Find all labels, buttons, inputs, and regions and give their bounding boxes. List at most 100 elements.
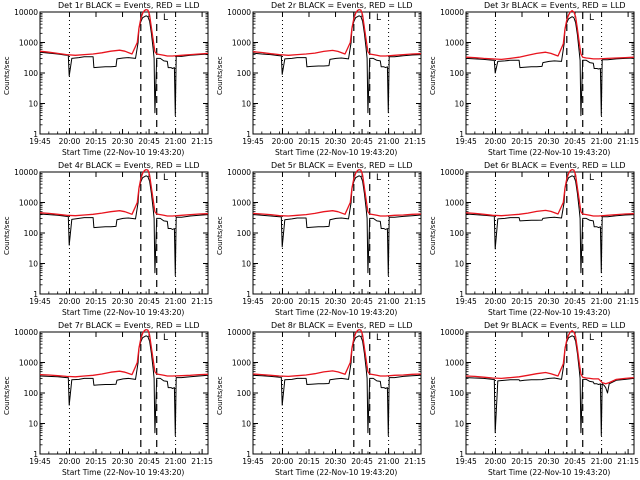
y-tick-label: 1000 bbox=[445, 359, 464, 368]
x-tick-label: 20:45 bbox=[138, 297, 160, 306]
y-tick-label: 10 bbox=[454, 260, 464, 269]
x-tick-label: 20:00 bbox=[485, 457, 507, 466]
x-tick-label: 20:45 bbox=[564, 457, 586, 466]
events-series-line bbox=[252, 175, 422, 277]
y-tick-label: 10 bbox=[241, 260, 251, 269]
x-tick-label: 20:15 bbox=[85, 137, 107, 146]
x-tick-label: 21:15 bbox=[191, 457, 213, 466]
events-series-line bbox=[465, 335, 635, 437]
x-tick-label: 19:45 bbox=[455, 457, 477, 466]
x-tick-label: 19:45 bbox=[29, 457, 51, 466]
y-tick-label: 1000 bbox=[232, 199, 251, 208]
panel-title: Det 5r BLACK = Events, RED = LLD bbox=[271, 161, 413, 170]
x-tick-label: 21:15 bbox=[404, 137, 426, 146]
x-tick-label: 21:00 bbox=[378, 137, 400, 146]
y-tick-label: 10 bbox=[454, 420, 464, 429]
x-tick-label: 19:45 bbox=[242, 297, 264, 306]
x-tick-label: 21:00 bbox=[591, 457, 613, 466]
panel-title: Det 3r BLACK = Events, RED = LLD bbox=[484, 1, 626, 10]
y-tick-label: 10000 bbox=[227, 8, 251, 17]
x-tick-label: 20:45 bbox=[351, 137, 373, 146]
x-tick-label: 19:45 bbox=[29, 297, 51, 306]
y-tick-label: 100 bbox=[24, 69, 39, 78]
y-tick-label: 1000 bbox=[232, 359, 251, 368]
y-tick-label: 10000 bbox=[440, 328, 464, 337]
x-tick-label: 21:00 bbox=[591, 137, 613, 146]
events-series-line bbox=[39, 15, 209, 117]
x-tick-label: 19:45 bbox=[242, 137, 264, 146]
x-tick-label: 19:45 bbox=[29, 137, 51, 146]
y-tick-label: 1000 bbox=[19, 39, 38, 48]
x-tick-label: 20:15 bbox=[298, 137, 320, 146]
L-marker: L bbox=[163, 333, 168, 343]
y-tick-label: 10 bbox=[28, 100, 38, 109]
L-marker: L bbox=[589, 13, 594, 23]
events-series-line bbox=[252, 335, 422, 437]
lld-series-line bbox=[39, 328, 209, 378]
y-tick-label: 10 bbox=[454, 100, 464, 109]
y-tick-label: 1 bbox=[459, 450, 464, 459]
x-tick-label: 20:15 bbox=[85, 297, 107, 306]
x-tick-label: 20:15 bbox=[298, 457, 320, 466]
y-tick-label: 10000 bbox=[440, 168, 464, 177]
panel-xlabel: Start Time (22-Nov-10 19:43:20) bbox=[488, 468, 611, 477]
x-tick-label: 20:45 bbox=[138, 137, 160, 146]
y-tick-label: 10 bbox=[28, 420, 38, 429]
y-tick-label: 100 bbox=[237, 389, 252, 398]
x-tick-label: 20:00 bbox=[485, 137, 507, 146]
events-series-line bbox=[465, 16, 635, 117]
y-tick-label: 10000 bbox=[440, 8, 464, 17]
events-series-line bbox=[252, 15, 422, 114]
x-tick-label: 21:15 bbox=[617, 457, 639, 466]
x-tick-label: 20:15 bbox=[85, 457, 107, 466]
x-tick-label: 21:15 bbox=[191, 297, 213, 306]
y-tick-label: 1 bbox=[246, 290, 251, 299]
y-tick-label: 1 bbox=[246, 450, 251, 459]
x-tick-label: 20:30 bbox=[112, 297, 134, 306]
events-series-line bbox=[465, 175, 635, 274]
y-tick-label: 1 bbox=[246, 130, 251, 139]
y-tick-label: 10 bbox=[28, 260, 38, 269]
y-tick-label: 100 bbox=[24, 389, 39, 398]
L-marker: L bbox=[589, 173, 594, 183]
y-tick-label: 1000 bbox=[445, 39, 464, 48]
x-tick-label: 20:00 bbox=[59, 457, 81, 466]
lld-series-line bbox=[39, 168, 209, 217]
y-tick-label: 10 bbox=[241, 420, 251, 429]
panel-title: Det 9r BLACK = Events, RED = LLD bbox=[484, 321, 626, 330]
x-tick-label: 19:45 bbox=[455, 137, 477, 146]
x-tick-label: 20:00 bbox=[59, 137, 81, 146]
y-tick-label: 1000 bbox=[232, 39, 251, 48]
lld-series-line bbox=[465, 168, 635, 217]
x-tick-label: 21:15 bbox=[617, 297, 639, 306]
plot-frame bbox=[465, 331, 635, 455]
y-tick-label: 10000 bbox=[14, 8, 38, 17]
y-tick-label: 1 bbox=[33, 450, 38, 459]
x-tick-label: 21:00 bbox=[378, 457, 400, 466]
L-marker: L bbox=[376, 173, 381, 183]
y-tick-label: 10000 bbox=[227, 168, 251, 177]
x-tick-label: 20:45 bbox=[351, 457, 373, 466]
panel-xlabel: Start Time (22-Nov-10 19:43:20) bbox=[275, 468, 398, 477]
x-tick-label: 21:15 bbox=[404, 457, 426, 466]
lld-series-line bbox=[252, 168, 422, 217]
panel-xlabel: Start Time (22-Nov-10 19:43:20) bbox=[62, 468, 185, 477]
x-tick-label: 20:15 bbox=[511, 297, 533, 306]
y-tick-label: 10000 bbox=[14, 328, 38, 337]
panel-title: Det 4r BLACK = Events, RED = LLD bbox=[58, 161, 200, 170]
x-tick-label: 20:15 bbox=[298, 297, 320, 306]
panel-xlabel: Start Time (22-Nov-10 19:43:20) bbox=[275, 148, 398, 157]
lld-series-line bbox=[465, 330, 635, 385]
L-marker: L bbox=[376, 13, 381, 23]
x-tick-label: 20:15 bbox=[511, 137, 533, 146]
y-tick-label: 100 bbox=[450, 69, 465, 78]
panel-xlabel: Start Time (22-Nov-10 19:43:20) bbox=[488, 148, 611, 157]
